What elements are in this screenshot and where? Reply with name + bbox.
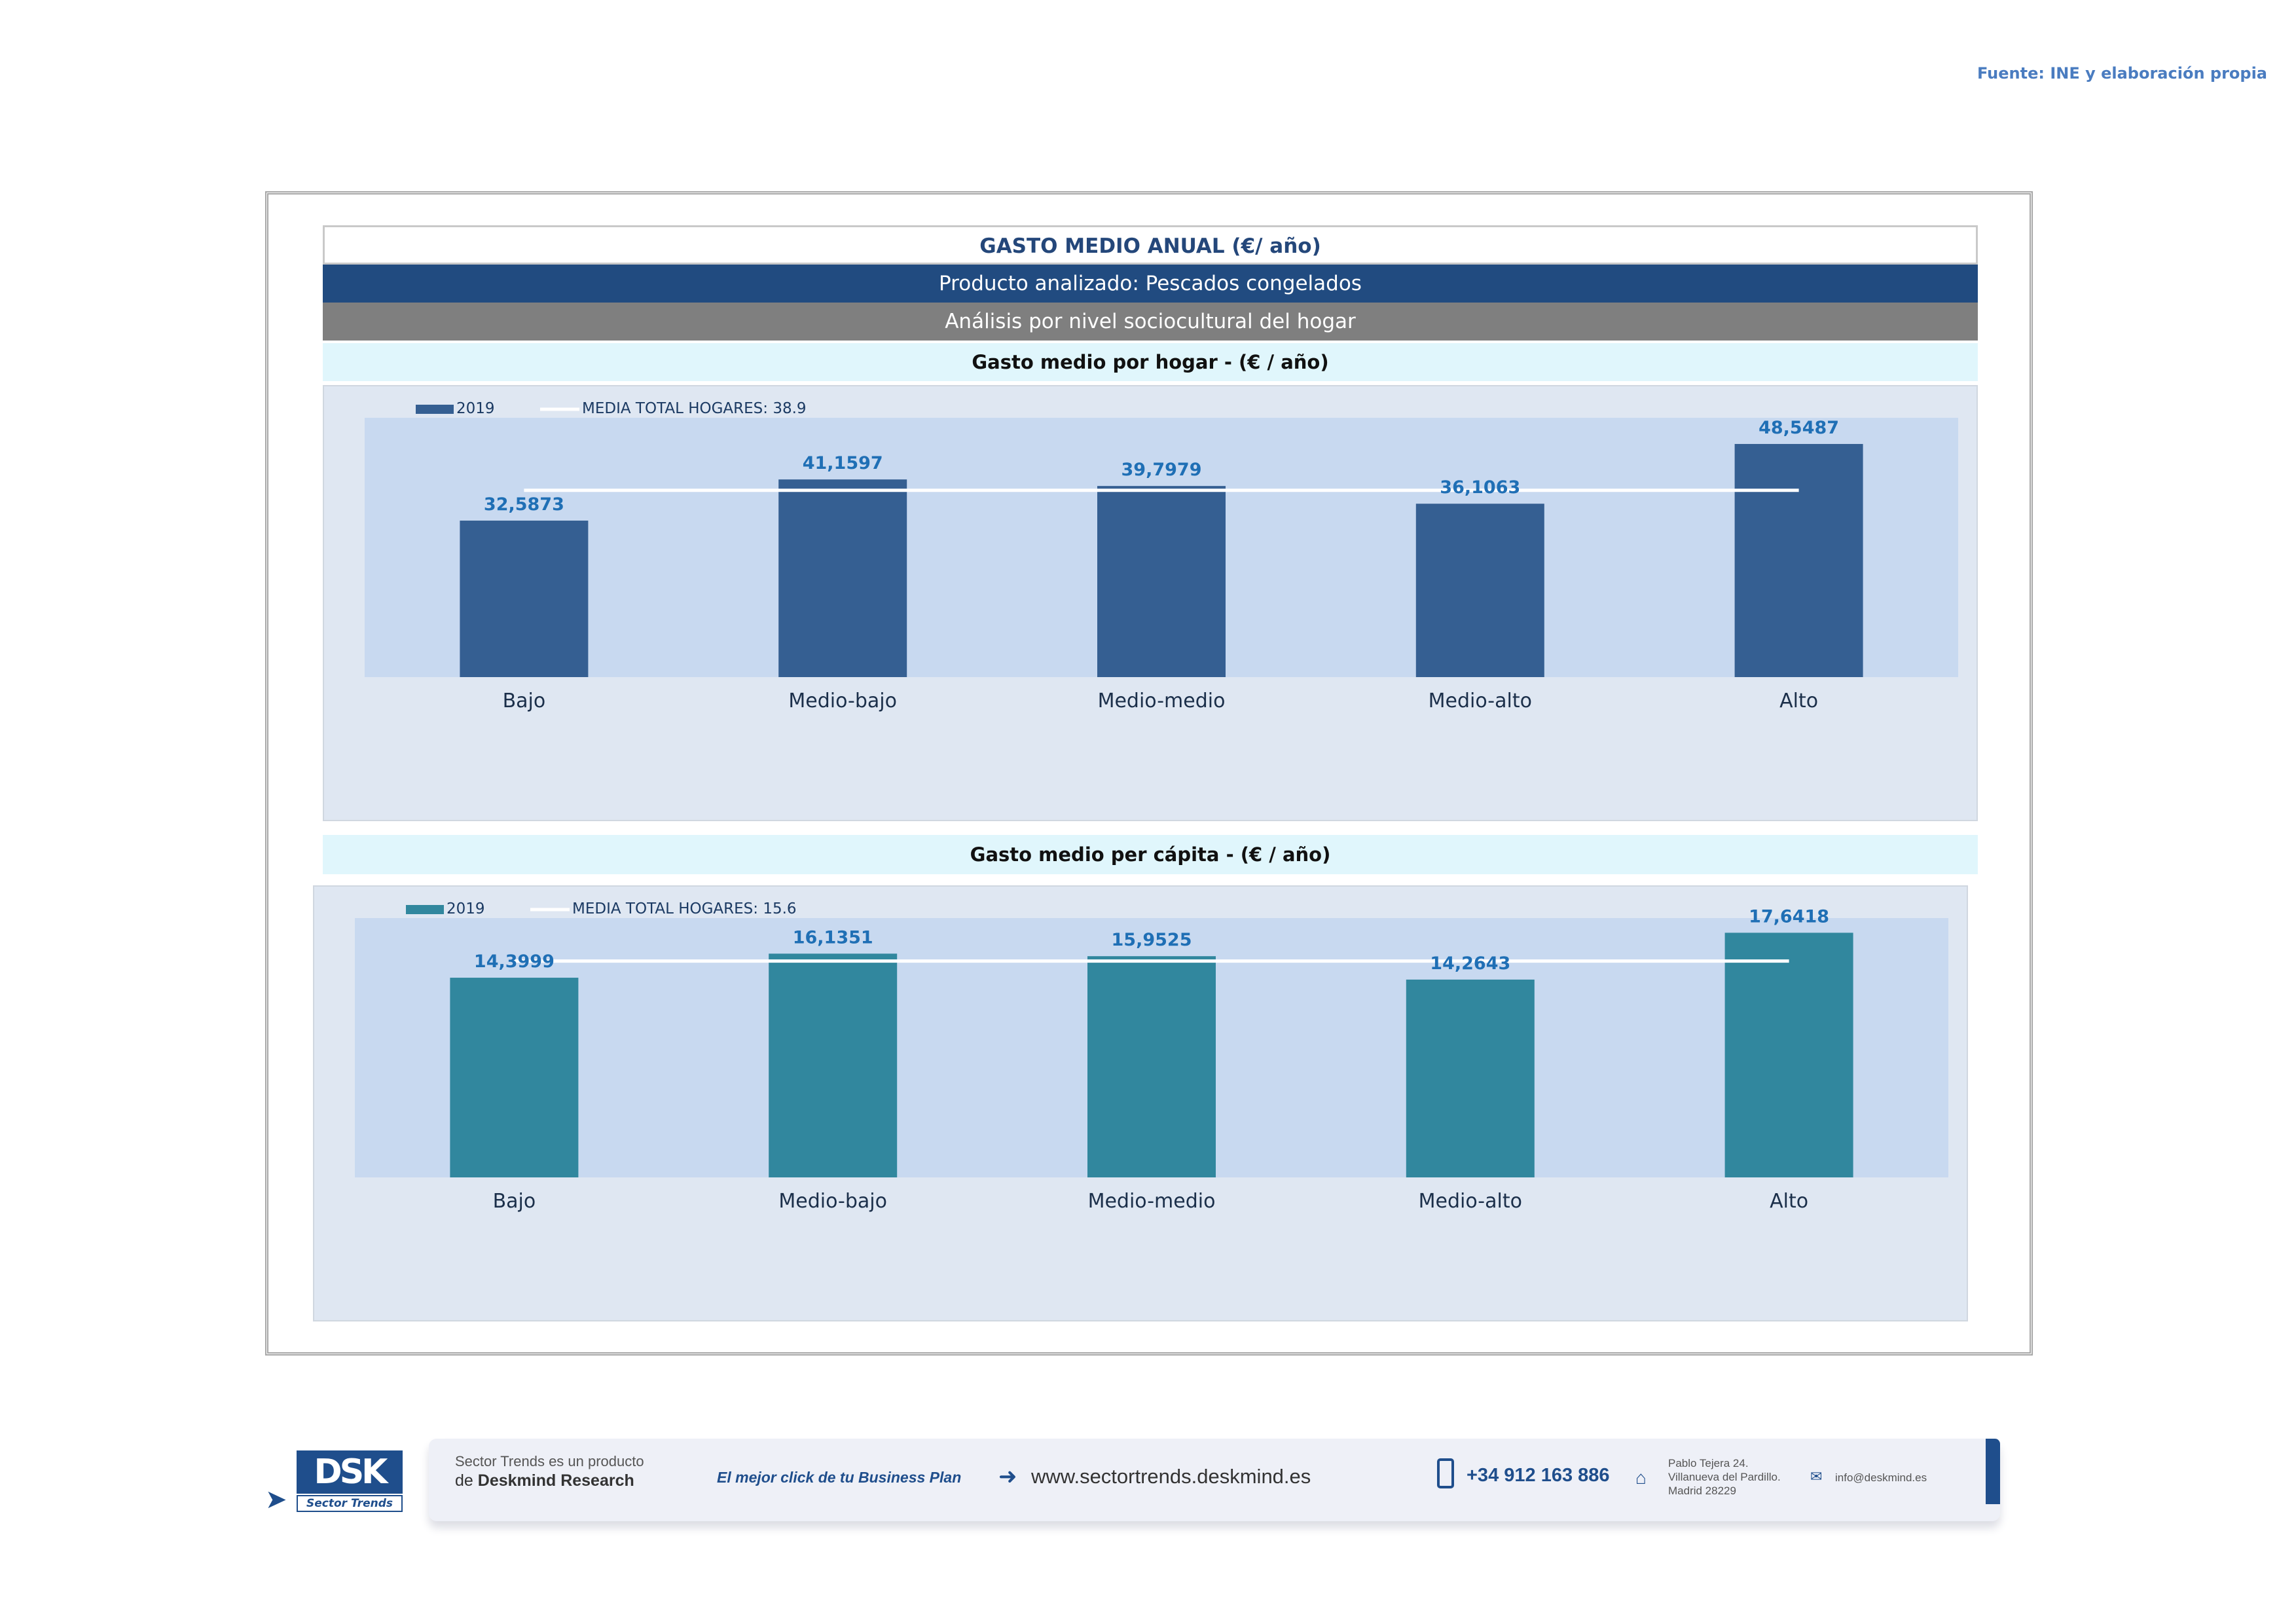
banner-edge — [1986, 1439, 2000, 1504]
capita-legend-swatch — [406, 905, 444, 914]
hogar-category-label-2: Medio-medio — [1098, 690, 1226, 712]
deskmind-logo: ➤ DSK Sector Trends — [265, 1450, 403, 1516]
hogar-category-label-1: Medio-bajo — [788, 690, 897, 712]
logo-arrow-icon: ➤ — [265, 1485, 287, 1514]
analysis-banner: Análisis por nivel sociocultural del hog… — [323, 303, 1978, 341]
hogar-bar-0 — [460, 521, 589, 677]
hogar-legend-ref: MEDIA TOTAL HOGARES: 38.9 — [582, 400, 807, 417]
hogar-bar-1 — [778, 479, 907, 677]
logo-subtitle: Sector Trends — [297, 1495, 403, 1512]
hogar-bar-3 — [1415, 504, 1544, 677]
footer: ➤ DSK Sector Trends Sector Trends es un … — [265, 1424, 2033, 1555]
home-icon: ⌂ — [1635, 1467, 1647, 1488]
capita-category-label-4: Alto — [1770, 1190, 1808, 1213]
hogar-data-label-3: 36,1063 — [1440, 477, 1520, 498]
contact-banner: Sector Trends es un producto de Deskmind… — [429, 1439, 2000, 1521]
capita-data-label-4: 17,6418 — [1749, 906, 1829, 927]
report-title: GASTO MEDIO ANUAL (€/ año) — [323, 225, 1978, 265]
banner-line2-prefix: de — [455, 1471, 473, 1490]
capita-bar-1 — [769, 953, 898, 1177]
hogar-legend-series: 2019 — [456, 400, 495, 417]
capita-category-label-1: Medio-bajo — [778, 1190, 887, 1213]
banner-email[interactable]: info@deskmind.es — [1835, 1471, 1927, 1484]
hogar-bar-4 — [1734, 443, 1863, 677]
banner-address1: Pablo Tejera 24. — [1668, 1457, 1749, 1469]
capita-bar-0 — [450, 978, 579, 1177]
hogar-legend-swatch — [416, 405, 454, 414]
capita-data-label-2: 15,9525 — [1112, 930, 1192, 950]
banner-address3: Madrid 28229 — [1668, 1485, 1736, 1497]
capita-category-label-2: Medio-medio — [1088, 1190, 1216, 1213]
logo-mark: DSK — [297, 1450, 403, 1494]
chart-per-capita: 2019 MEDIA TOTAL HOGARES: 15.6 14,3999 Bajo… — [313, 885, 1968, 1321]
chart2-subtitle: Gasto medio per cápita - (€ / año) — [323, 835, 1978, 874]
phone-icon — [1437, 1458, 1454, 1488]
hogar-bar-2 — [1097, 486, 1226, 677]
hogar-data-label-0: 32,5873 — [484, 494, 564, 515]
capita-data-label-3: 14,2643 — [1430, 953, 1510, 974]
chart-hogar: 2019 MEDIA TOTAL HOGARES: 38.9 32,5873 Bajo… — [323, 385, 1978, 821]
capita-bar-4 — [1724, 932, 1853, 1177]
mail-icon: ✉ — [1810, 1468, 1823, 1485]
hogar-data-label-2: 39,7979 — [1121, 460, 1202, 480]
banner-address2: Villanueva del Pardillo. — [1668, 1471, 1781, 1483]
banner-line1: Sector Trends es un producto — [455, 1453, 644, 1469]
capita-legend-ref: MEDIA TOTAL HOGARES: 15.6 — [572, 900, 797, 917]
banner-website[interactable]: www.sectortrends.deskmind.es — [1031, 1465, 1311, 1488]
arrow-right-icon: ➜ — [998, 1464, 1017, 1489]
capita-bar-2 — [1087, 956, 1216, 1177]
hogar-category-label-0: Bajo — [503, 690, 546, 712]
hogar-category-label-4: Alto — [1779, 690, 1818, 712]
hogar-data-label-4: 48,5487 — [1758, 418, 1839, 438]
capita-category-label-0: Bajo — [493, 1190, 536, 1213]
hogar-category-label-3: Medio-alto — [1429, 690, 1532, 712]
banner-slogan: El mejor click de tu Business Plan — [717, 1469, 962, 1486]
banner-brand: Deskmind Research — [477, 1471, 634, 1490]
product-banner: Producto analizado: Pescados congelados — [323, 265, 1978, 303]
banner-phone[interactable]: +34 912 163 886 — [1467, 1465, 1610, 1486]
capita-data-label-0: 14,3999 — [474, 951, 555, 972]
source-note: Fuente: INE y elaboración propia — [1977, 64, 2267, 83]
banner-line2: de Deskmind Research — [455, 1471, 634, 1490]
chart-hogar-svg: 2019 MEDIA TOTAL HOGARES: 38.9 32,5873 Bajo… — [365, 400, 1958, 712]
chart1-subtitle: Gasto medio por hogar - (€ / año) — [323, 343, 1978, 381]
capita-legend-series: 2019 — [446, 900, 485, 917]
capita-bar-3 — [1406, 979, 1535, 1177]
capita-category-label-3: Medio-alto — [1419, 1190, 1522, 1213]
hogar-data-label-1: 41,1597 — [803, 453, 883, 473]
capita-data-label-1: 16,1351 — [793, 927, 873, 948]
chart-per-capita-svg: 2019 MEDIA TOTAL HOGARES: 15.6 14,3999 Bajo… — [355, 900, 1948, 1213]
